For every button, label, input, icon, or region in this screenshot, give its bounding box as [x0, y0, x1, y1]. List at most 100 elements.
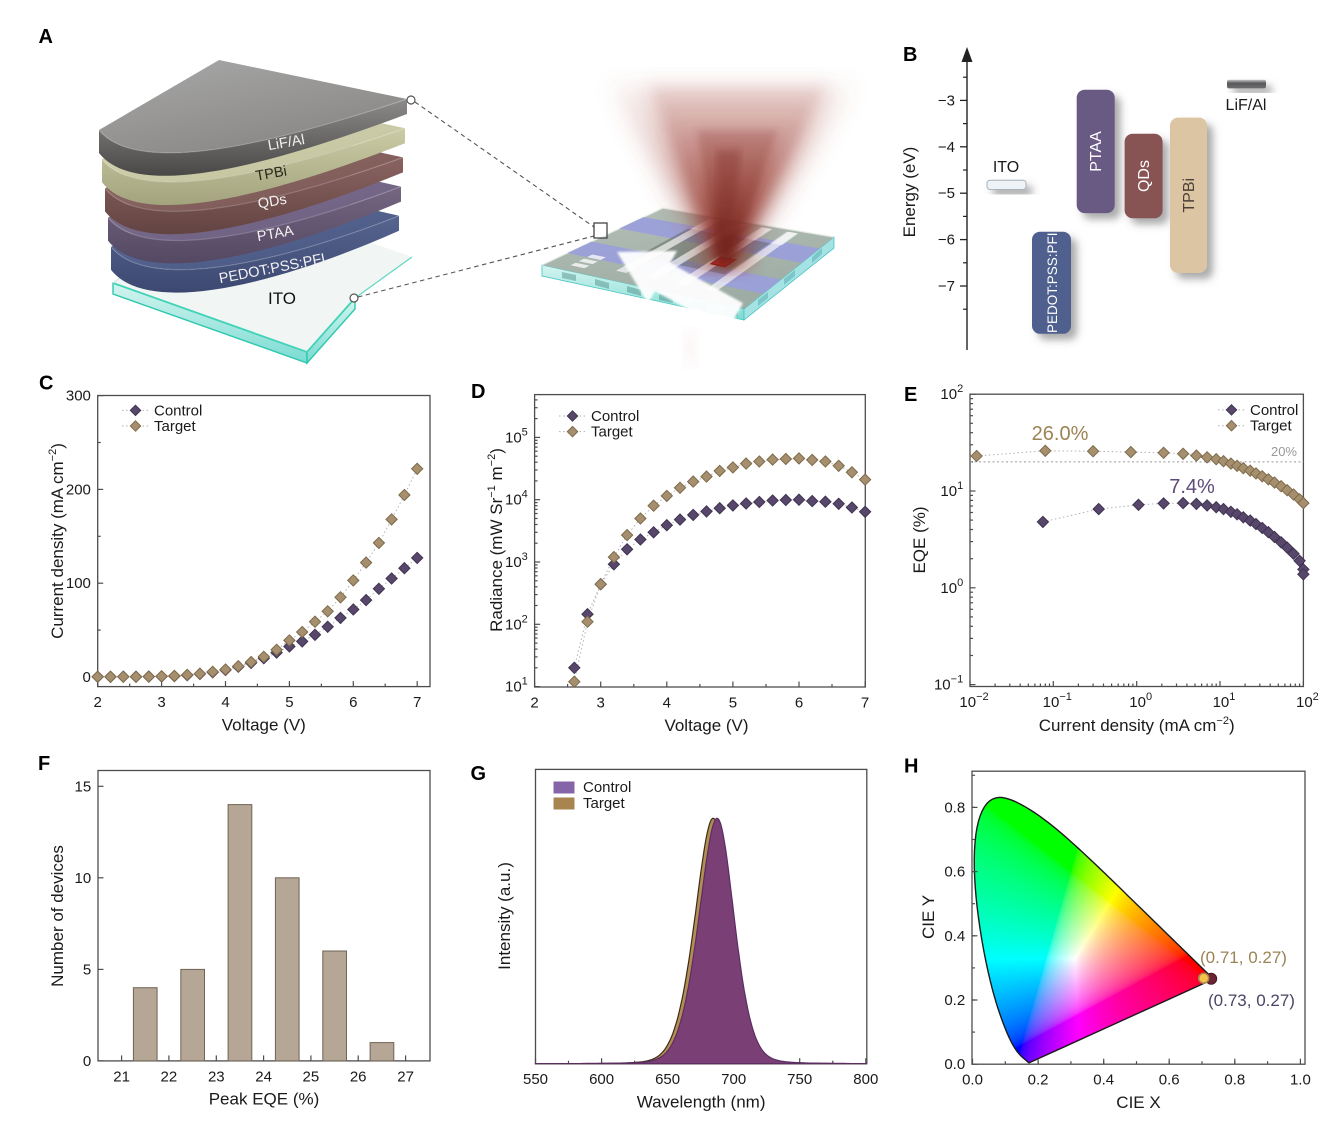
svg-text:CIE Y: CIE Y: [919, 895, 938, 939]
svg-text:100: 100: [1129, 691, 1152, 711]
svg-text:0.8: 0.8: [1224, 1072, 1245, 1089]
svg-text:D: D: [471, 381, 485, 403]
svg-text:(0.71, 0.27): (0.71, 0.27): [1200, 948, 1287, 967]
svg-text:A: A: [39, 26, 53, 48]
svg-text:Voltage (V): Voltage (V): [222, 716, 306, 735]
svg-text:7: 7: [861, 695, 869, 712]
svg-text:27: 27: [397, 1068, 414, 1085]
svg-text:Control: Control: [583, 779, 631, 796]
svg-text:ITO: ITO: [268, 289, 296, 308]
svg-text:−5: −5: [938, 185, 955, 202]
svg-text:−3: −3: [938, 92, 955, 109]
svg-text:Target: Target: [583, 795, 626, 812]
svg-text:24: 24: [255, 1068, 272, 1085]
svg-text:6: 6: [349, 694, 357, 711]
svg-text:Wavelength (nm): Wavelength (nm): [637, 1093, 766, 1112]
svg-text:Radiance (mW Sr−1 m−2): Radiance (mW Sr−1 m−2): [486, 448, 506, 632]
svg-text:PTAA: PTAA: [1088, 131, 1105, 172]
svg-text:E: E: [904, 384, 917, 406]
svg-text:Control: Control: [591, 408, 639, 425]
svg-text:0.2: 0.2: [1028, 1072, 1049, 1089]
svg-text:3: 3: [597, 695, 605, 712]
svg-text:21: 21: [113, 1068, 130, 1085]
svg-text:Intensity (a.u.): Intensity (a.u.): [495, 862, 514, 970]
svg-text:Current density (mA cm−2): Current density (mA cm−2): [47, 443, 67, 639]
svg-text:Voltage (V): Voltage (V): [664, 716, 748, 735]
svg-text:−6: −6: [938, 232, 955, 249]
svg-text:600: 600: [589, 1071, 614, 1088]
svg-text:100: 100: [66, 575, 91, 592]
svg-text:QDs: QDs: [257, 192, 288, 213]
svg-text:0: 0: [83, 1053, 91, 1070]
svg-text:G: G: [471, 763, 487, 785]
svg-text:25: 25: [303, 1068, 320, 1085]
svg-text:101: 101: [1213, 691, 1236, 711]
svg-text:PEDOT:PSS:PFI: PEDOT:PSS:PFI: [1045, 232, 1060, 333]
svg-text:Control: Control: [154, 402, 202, 419]
svg-text:10−1: 10−1: [1043, 691, 1072, 711]
svg-text:103: 103: [505, 551, 528, 571]
svg-text:26.0%: 26.0%: [1032, 423, 1089, 445]
svg-text:4: 4: [221, 694, 229, 711]
svg-text:QDs: QDs: [1136, 160, 1153, 192]
svg-text:Target: Target: [591, 424, 634, 441]
svg-text:10: 10: [75, 870, 92, 887]
svg-text:−7: −7: [938, 278, 955, 295]
svg-text:23: 23: [208, 1068, 225, 1085]
svg-text:5: 5: [729, 695, 737, 712]
svg-text:650: 650: [655, 1071, 680, 1088]
svg-text:7.4%: 7.4%: [1169, 476, 1215, 498]
svg-text:105: 105: [505, 426, 528, 446]
svg-text:0: 0: [83, 669, 91, 686]
svg-text:800: 800: [853, 1071, 878, 1088]
svg-text:6: 6: [795, 695, 803, 712]
svg-text:0.6: 0.6: [1159, 1072, 1180, 1089]
svg-text:LiF/Al: LiF/Al: [267, 132, 306, 154]
svg-text:C: C: [39, 373, 53, 395]
svg-text:2: 2: [530, 695, 538, 712]
svg-text:Number of devices: Number of devices: [48, 845, 67, 987]
svg-text:100: 100: [940, 577, 963, 597]
svg-text:(0.73, 0.27): (0.73, 0.27): [1208, 991, 1295, 1010]
svg-text:4: 4: [663, 695, 671, 712]
svg-text:200: 200: [66, 481, 91, 498]
svg-text:101: 101: [940, 480, 963, 500]
svg-text:0.0: 0.0: [962, 1072, 983, 1089]
svg-text:300: 300: [66, 388, 91, 405]
svg-text:102: 102: [940, 383, 963, 403]
svg-text:20%: 20%: [1271, 444, 1297, 459]
svg-text:3: 3: [157, 694, 165, 711]
svg-text:102: 102: [1296, 691, 1319, 711]
svg-text:Energy (eV): Energy (eV): [900, 147, 919, 238]
svg-text:LiF/Al: LiF/Al: [1226, 97, 1267, 114]
svg-text:26: 26: [350, 1068, 367, 1085]
svg-text:5: 5: [83, 961, 91, 978]
svg-text:102: 102: [505, 613, 528, 633]
svg-text:Peak EQE (%): Peak EQE (%): [209, 1090, 320, 1109]
svg-text:22: 22: [161, 1068, 178, 1085]
svg-text:2: 2: [94, 694, 102, 711]
svg-text:B: B: [903, 44, 917, 66]
svg-text:0.2: 0.2: [944, 992, 965, 1009]
svg-text:Target: Target: [1250, 418, 1293, 435]
svg-text:5: 5: [285, 694, 293, 711]
svg-text:7: 7: [413, 694, 421, 711]
svg-text:1.0: 1.0: [1290, 1072, 1311, 1089]
svg-text:−4: −4: [938, 139, 955, 156]
svg-text:750: 750: [787, 1071, 812, 1088]
svg-text:ITO: ITO: [993, 159, 1019, 176]
svg-text:Target: Target: [154, 418, 197, 435]
svg-text:10−2: 10−2: [959, 691, 988, 711]
svg-text:PTAA: PTAA: [256, 223, 295, 245]
svg-text:10−1: 10−1: [934, 674, 963, 694]
svg-text:TPBi: TPBi: [254, 163, 288, 184]
svg-text:550: 550: [523, 1071, 548, 1088]
svg-text:Current density (mA cm−2): Current density (mA cm−2): [1039, 715, 1235, 735]
svg-text:0.6: 0.6: [944, 864, 965, 881]
svg-text:700: 700: [721, 1071, 746, 1088]
svg-text:0.8: 0.8: [944, 799, 965, 816]
svg-text:F: F: [38, 753, 50, 775]
svg-text:CIE X: CIE X: [1116, 1093, 1160, 1112]
svg-text:Control: Control: [1250, 402, 1298, 419]
svg-text:EQE (%): EQE (%): [910, 506, 929, 573]
